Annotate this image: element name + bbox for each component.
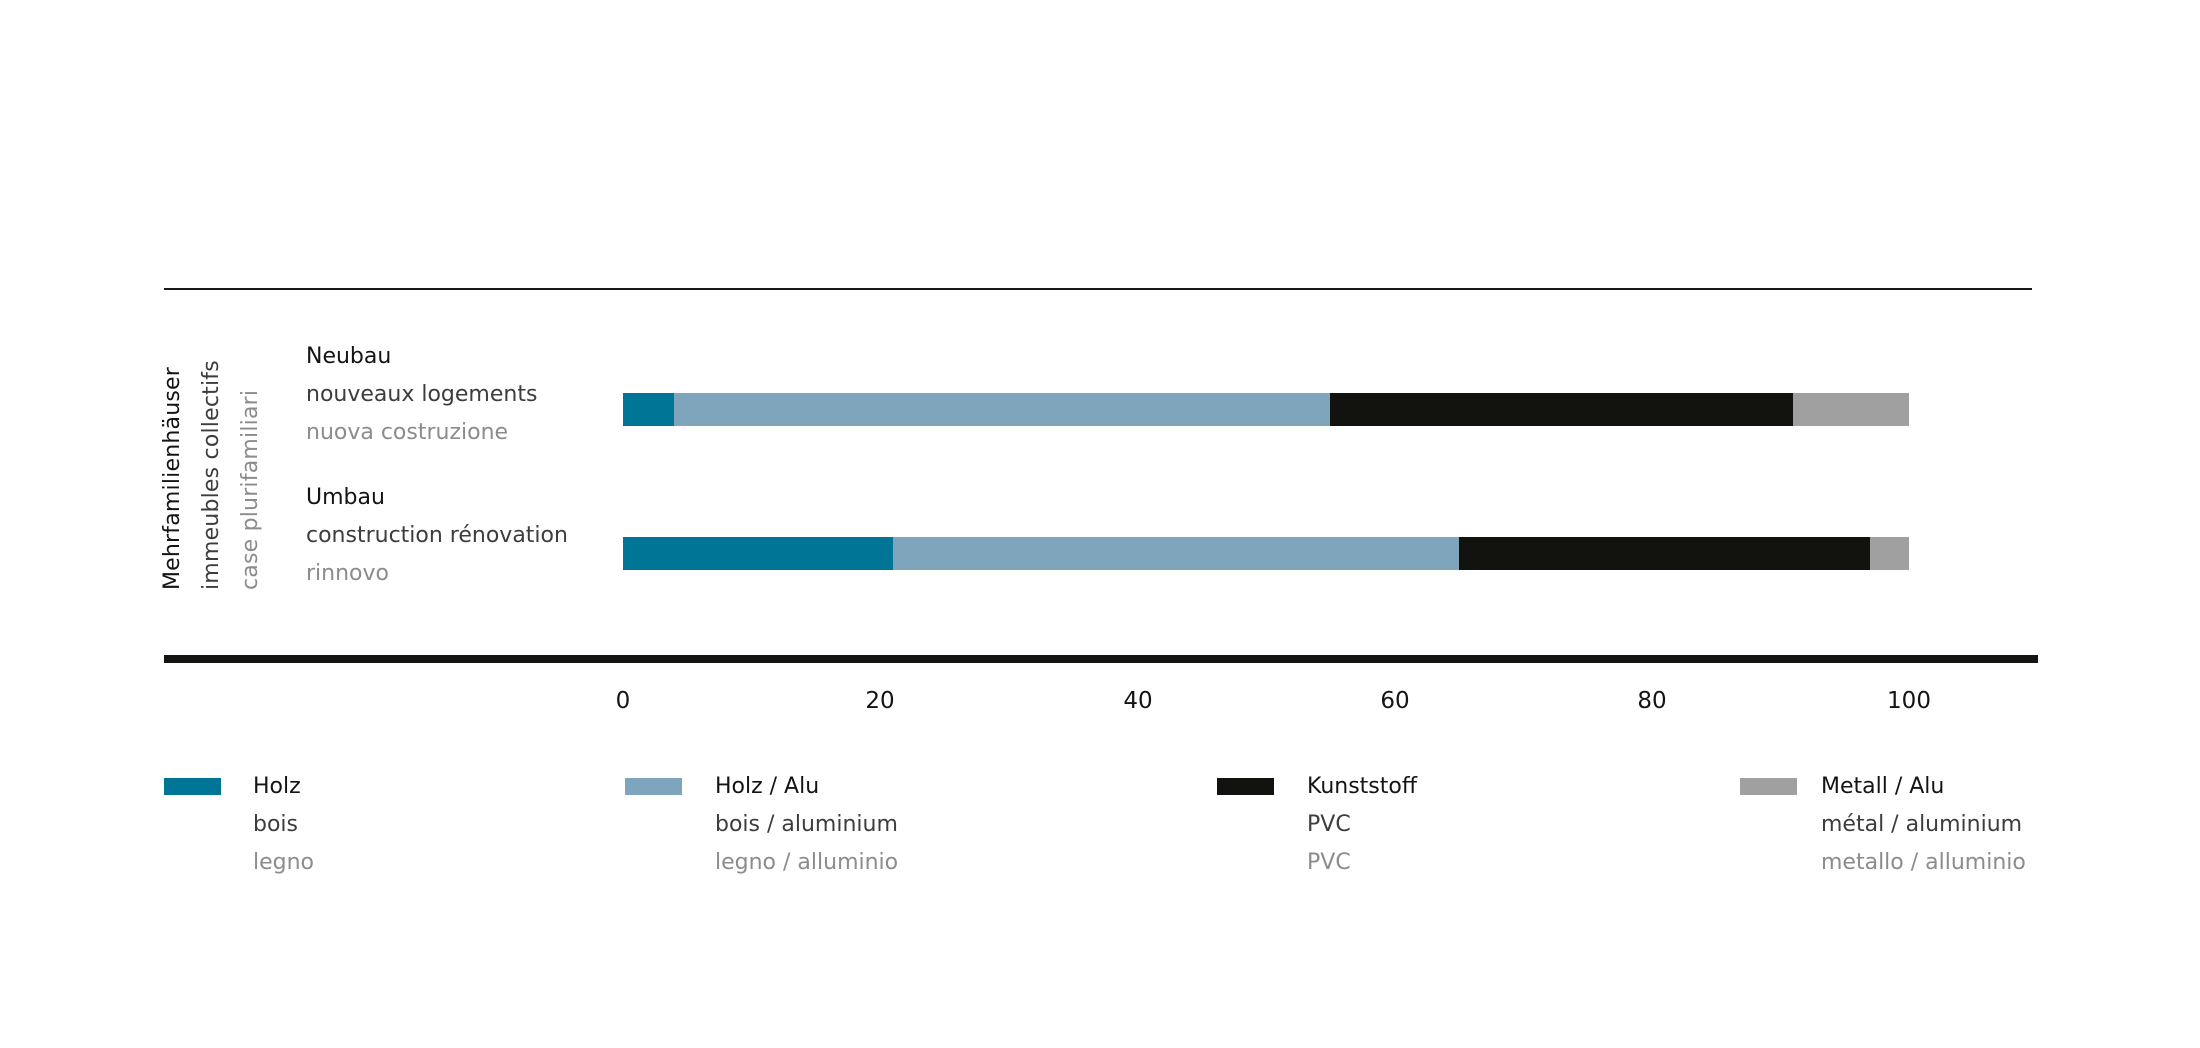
legend-label-it: legno <box>253 850 315 875</box>
legend-label-fr: métal / aluminium <box>1821 812 2023 837</box>
x-tick-label: 0 <box>615 688 631 714</box>
legend-label-de: Holz / Alu <box>715 774 820 799</box>
x-tick-label: 80 <box>1637 688 1667 714</box>
legend-label-fr: PVC <box>1307 812 1351 837</box>
x-axis-line <box>164 655 2038 663</box>
bar-segment <box>623 537 894 570</box>
bar-segment <box>1458 537 1871 570</box>
bar-segment <box>893 537 1459 570</box>
x-tick-label: 40 <box>1123 688 1153 714</box>
legend-label-it: metallo / alluminio <box>1821 850 2026 875</box>
row-label-neubau: Neubau nouveaux logements nuova costruzi… <box>306 338 537 452</box>
stacked-bar-umbau <box>623 537 1909 570</box>
group-label-fr: immeubles collectifs <box>199 360 224 590</box>
x-tick-label: 60 <box>1380 688 1410 714</box>
bar-segment <box>623 393 675 426</box>
legend-swatch <box>1740 778 1797 795</box>
legend-label-fr: bois <box>253 812 298 837</box>
legend-swatch <box>164 778 221 795</box>
row-label-it: nuova costruzione <box>306 420 509 445</box>
group-label-de: Mehrfamilienhäuser <box>160 367 185 590</box>
group-label-it: case plurifamiliari <box>238 389 263 590</box>
legend-label-it: legno / alluminio <box>715 850 899 875</box>
top-rule <box>164 288 2032 290</box>
row-label-it: rinnovo <box>306 561 389 586</box>
x-tick-label: 100 <box>1887 688 1931 714</box>
legend-label-fr: bois / aluminium <box>715 812 898 837</box>
row-label-umbau: Umbau construction rénovation rinnovo <box>306 479 568 593</box>
bar-segment <box>1793 393 1909 426</box>
stacked-bar-neubau <box>623 393 1909 426</box>
legend-label-de: Metall / Alu <box>1821 774 1945 799</box>
legend-label-it: PVC <box>1307 850 1351 875</box>
row-label-de: Neubau <box>306 344 392 369</box>
legend-label-de: Kunststoff <box>1307 774 1418 799</box>
x-tick-label: 20 <box>865 688 895 714</box>
legend-swatch <box>1217 778 1274 795</box>
row-label-fr: construction rénovation <box>306 523 568 548</box>
legend-swatch <box>625 778 682 795</box>
bar-segment <box>1870 537 1909 570</box>
bar-segment <box>1330 393 1794 426</box>
row-label-de: Umbau <box>306 485 385 510</box>
row-label-fr: nouveaux logements <box>306 382 538 407</box>
bar-segment <box>674 393 1331 426</box>
legend-label-de: Holz <box>253 774 301 799</box>
